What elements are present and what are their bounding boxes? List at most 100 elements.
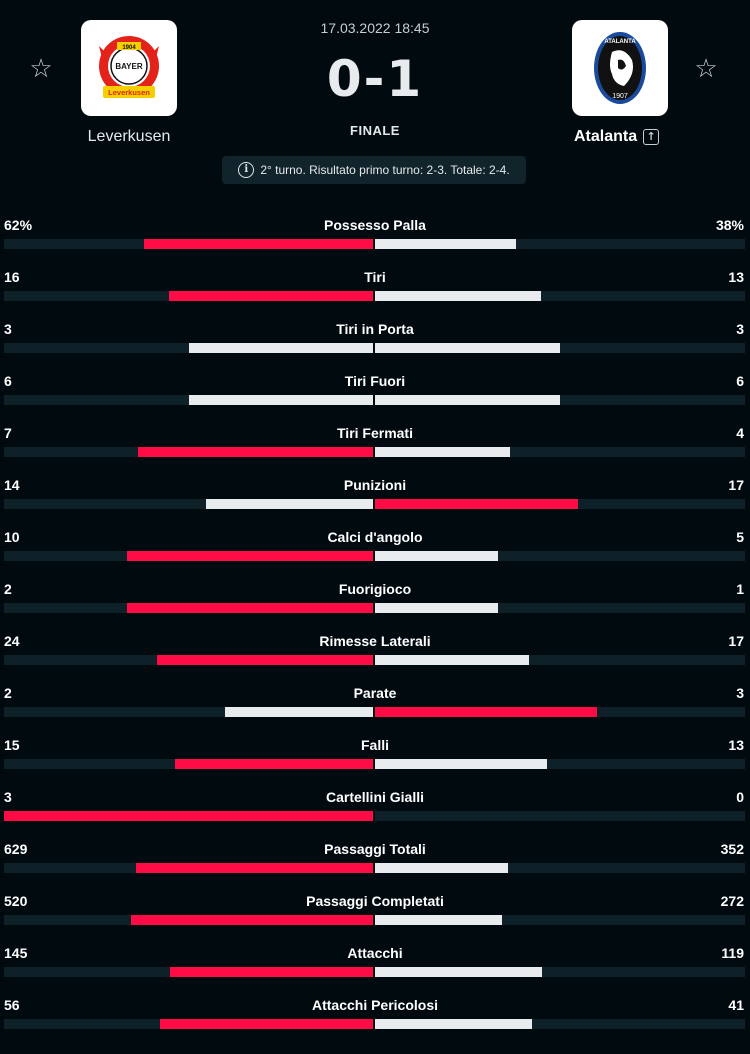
stat-label: Attacchi bbox=[347, 945, 403, 961]
stat-home-bar bbox=[175, 759, 373, 769]
svg-text:1907: 1907 bbox=[612, 93, 628, 100]
stat-row: 145 Attacchi 119 bbox=[0, 940, 750, 992]
home-team-logo[interactable]: BAYER 1904 Leverkusen bbox=[81, 20, 177, 116]
stat-home-value: 2 bbox=[4, 685, 12, 701]
stat-home-track bbox=[4, 603, 373, 613]
stat-label: Parate bbox=[353, 685, 397, 701]
stat-away-value: 13 bbox=[728, 737, 744, 753]
stat-away-value: 17 bbox=[728, 633, 744, 649]
stat-home-bar bbox=[126, 551, 373, 561]
stat-away-track bbox=[375, 603, 745, 613]
stat-row: 16 Tiri 13 bbox=[0, 264, 750, 316]
svg-text:BAYER: BAYER bbox=[115, 62, 142, 71]
stat-label: Tiri bbox=[364, 269, 386, 285]
stat-away-bar bbox=[375, 603, 499, 613]
stat-away-bar bbox=[375, 1019, 532, 1029]
bayer-leverkusen-crest-icon: BAYER 1904 Leverkusen bbox=[99, 36, 159, 98]
svg-text:ATALANTA: ATALANTA bbox=[604, 39, 636, 45]
stat-home-bar bbox=[188, 395, 373, 405]
stat-home-bar bbox=[169, 291, 373, 301]
stat-row: 15 Falli 13 bbox=[0, 732, 750, 784]
stat-home-track bbox=[4, 239, 373, 249]
stat-away-track bbox=[375, 863, 745, 873]
stat-home-track bbox=[4, 655, 373, 665]
home-team-name[interactable]: Leverkusen bbox=[87, 128, 171, 145]
stat-away-track bbox=[375, 291, 745, 301]
stat-label: Passaggi Totali bbox=[324, 841, 426, 857]
favorite-away-star-icon[interactable]: ☆ bbox=[694, 54, 718, 84]
stat-home-bar bbox=[130, 915, 373, 925]
stat-home-track bbox=[4, 395, 373, 405]
away-team-label: Atalanta bbox=[574, 128, 638, 145]
stat-away-bar bbox=[375, 343, 560, 353]
stat-away-bar bbox=[375, 447, 510, 457]
stat-away-track bbox=[375, 655, 745, 665]
stat-away-track bbox=[375, 967, 745, 977]
stat-away-track bbox=[375, 915, 745, 925]
stat-row: 629 Passaggi Totali 352 bbox=[0, 836, 750, 888]
stat-label: Punizioni bbox=[343, 477, 407, 493]
stat-away-bar bbox=[375, 499, 578, 509]
stat-away-bar bbox=[375, 863, 508, 873]
stat-away-track bbox=[375, 551, 745, 561]
stat-home-bar bbox=[138, 447, 373, 457]
stat-away-value: 119 bbox=[721, 945, 744, 961]
stat-away-value: 5 bbox=[736, 529, 744, 545]
stat-away-track bbox=[375, 395, 745, 405]
stat-home-track bbox=[4, 1019, 373, 1029]
stat-away-value: 41 bbox=[728, 997, 744, 1013]
stat-away-value: 38% bbox=[715, 217, 744, 233]
stat-row: 10 Calci d'angolo 5 bbox=[0, 524, 750, 576]
stat-home-value: 24 bbox=[4, 633, 20, 649]
stat-home-value: 7 bbox=[4, 425, 12, 441]
external-link-icon[interactable]: ↑ bbox=[643, 129, 660, 145]
stat-label: Tiri Fermati bbox=[337, 425, 413, 441]
match-datetime: 17.03.2022 18:45 bbox=[320, 20, 430, 36]
stat-home-bar bbox=[126, 603, 373, 613]
stat-label: Tiri Fuori bbox=[344, 373, 406, 389]
stat-away-value: 4 bbox=[736, 425, 744, 441]
stat-label: Calci d'angolo bbox=[327, 529, 423, 545]
stat-home-bar bbox=[136, 863, 373, 873]
stat-label: Possesso Palla bbox=[324, 217, 426, 233]
stat-away-bar bbox=[375, 655, 529, 665]
stat-away-track bbox=[375, 499, 745, 509]
stat-home-value: 10 bbox=[4, 529, 20, 545]
stat-home-track bbox=[4, 551, 373, 561]
stat-away-bar bbox=[375, 707, 597, 717]
away-team-logo[interactable]: ATALANTA 1907 bbox=[572, 20, 668, 116]
stat-away-value: 3 bbox=[736, 321, 744, 337]
stat-away-bar bbox=[375, 239, 516, 249]
stat-row: 2 Parate 3 bbox=[0, 680, 750, 732]
stat-home-bar bbox=[144, 239, 373, 249]
stat-home-track bbox=[4, 759, 373, 769]
stat-home-track bbox=[4, 967, 373, 977]
stat-home-track bbox=[4, 811, 373, 821]
stat-away-bar bbox=[375, 291, 541, 301]
stat-home-value: 3 bbox=[4, 321, 12, 337]
info-icon: i bbox=[238, 162, 255, 178]
stat-away-bar bbox=[375, 759, 547, 769]
stat-label: Cartellini Gialli bbox=[325, 789, 425, 805]
stat-home-track bbox=[4, 447, 373, 457]
stat-away-value: 17 bbox=[728, 477, 744, 493]
away-team-name[interactable]: Atalanta ↑ bbox=[574, 128, 660, 146]
stat-away-track bbox=[375, 343, 745, 353]
stat-row: 7 Tiri Fermati 4 bbox=[0, 420, 750, 472]
favorite-home-star-icon[interactable]: ☆ bbox=[29, 54, 53, 84]
stat-home-track bbox=[4, 863, 373, 873]
stat-away-track bbox=[375, 759, 745, 769]
stat-row: 520 Passaggi Completati 272 bbox=[0, 888, 750, 940]
stat-row: 14 Punizioni 17 bbox=[0, 472, 750, 524]
stat-home-bar bbox=[188, 343, 373, 353]
stat-away-value: 352 bbox=[720, 841, 744, 857]
stat-home-track bbox=[4, 915, 373, 925]
match-status: FINALE bbox=[350, 123, 400, 138]
info-banner: i 2° turno. Risultato primo turno: 2-3. … bbox=[222, 156, 526, 184]
stat-home-value: 16 bbox=[4, 269, 20, 285]
stat-away-bar bbox=[375, 551, 499, 561]
stat-away-value: 1 bbox=[736, 581, 744, 597]
stat-label: Tiri in Porta bbox=[336, 321, 414, 337]
stat-row: 6 Tiri Fuori 6 bbox=[0, 368, 750, 420]
stat-away-value: 13 bbox=[728, 269, 744, 285]
